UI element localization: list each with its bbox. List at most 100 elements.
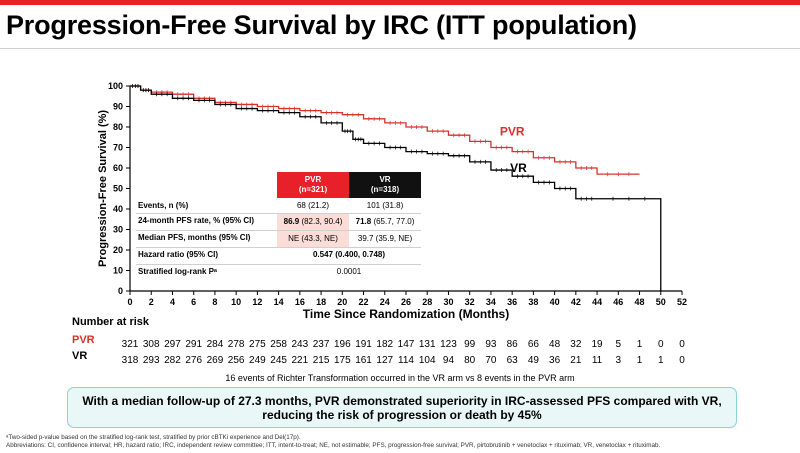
risk-count-vr: 175 bbox=[333, 355, 351, 366]
table-row-divider bbox=[136, 230, 421, 231]
y-tick-label: 20 bbox=[113, 245, 123, 255]
x-tick-label: 22 bbox=[359, 297, 369, 307]
table-row-divider bbox=[136, 264, 421, 265]
risk-count-vr: 80 bbox=[464, 355, 476, 366]
x-tick-label: 18 bbox=[316, 297, 326, 307]
risk-count-pvr: 0 bbox=[679, 339, 685, 350]
x-tick-label: 50 bbox=[656, 297, 666, 307]
risk-count-vr: 0 bbox=[679, 355, 685, 366]
x-tick-label: 52 bbox=[677, 297, 687, 307]
callout-line-1: With a median follow-up of 27.3 months, … bbox=[82, 394, 722, 408]
table-vr-bold: 71.8 bbox=[355, 217, 372, 226]
risk-count-pvr: 191 bbox=[355, 339, 372, 350]
risk-count-pvr: 297 bbox=[164, 339, 181, 350]
y-tick-label: 70 bbox=[113, 143, 123, 153]
risk-count-vr: 282 bbox=[164, 355, 181, 366]
risk-count-vr: 256 bbox=[227, 355, 245, 366]
page-title: Progression-Free Survival by IRC (ITT po… bbox=[6, 10, 637, 40]
x-tick-label: 32 bbox=[465, 297, 475, 307]
x-tick-label: 6 bbox=[191, 297, 196, 307]
y-tick-label: 30 bbox=[113, 225, 123, 235]
x-tick-label: 40 bbox=[550, 297, 560, 307]
risk-count-pvr: 32 bbox=[570, 339, 582, 350]
table-pvr-bold: 86.9 bbox=[283, 217, 300, 226]
y-tick-label: 80 bbox=[113, 122, 123, 132]
risk-count-pvr: 308 bbox=[142, 339, 160, 350]
risk-count-pvr: 243 bbox=[291, 339, 309, 350]
x-tick-label: 42 bbox=[571, 297, 581, 307]
risk-count-pvr: 1 bbox=[636, 339, 643, 350]
table-row-label: Events, n (%) bbox=[138, 201, 189, 210]
risk-count-vr: 3 bbox=[615, 355, 622, 366]
risk-count-pvr: 19 bbox=[591, 339, 603, 350]
x-tick-label: 34 bbox=[486, 297, 496, 307]
risk-count-pvr: 48 bbox=[549, 339, 561, 350]
risk-count-pvr: 237 bbox=[312, 339, 330, 350]
footnote-abbreviations: Abbreviations: CI, confidence interval; … bbox=[6, 442, 661, 449]
risk-count-vr: 114 bbox=[398, 355, 414, 366]
x-tick-label: 44 bbox=[592, 297, 602, 307]
title-divider bbox=[0, 48, 800, 49]
table-pvr-value: 86.9 (82.3, 90.4) bbox=[277, 213, 349, 230]
x-tick-label: 20 bbox=[337, 297, 347, 307]
risk-count-pvr: 275 bbox=[249, 339, 266, 350]
x-tick-label: 30 bbox=[443, 297, 453, 307]
risk-count-pvr: 182 bbox=[376, 339, 394, 350]
x-tick-label: 24 bbox=[380, 297, 390, 307]
risk-count-vr: 11 bbox=[591, 355, 603, 366]
table-row-label: Stratified log-rank Pᵃ bbox=[138, 267, 218, 276]
y-tick-label: 60 bbox=[113, 163, 123, 173]
table-vr-value: 39.7 (35.9, NE) bbox=[357, 234, 413, 243]
table-vr-value: 71.8 (65.7, 77.0) bbox=[355, 217, 415, 226]
callout-line-2: reducing the risk of progression or deat… bbox=[262, 408, 542, 422]
risk-count-pvr: 147 bbox=[397, 339, 415, 350]
risk-count-pvr: 0 bbox=[657, 339, 664, 350]
x-tick-label: 16 bbox=[295, 297, 305, 307]
risk-count-vr: 94 bbox=[442, 355, 455, 366]
footnote-pvalue: ᵃTwo-sided p-value based on the stratifi… bbox=[6, 434, 301, 441]
risk-count-vr: 221 bbox=[291, 355, 309, 366]
richter-note: 16 events of Richter Transformation occu… bbox=[225, 373, 575, 383]
x-axis-title: Time Since Randomization (Months) bbox=[303, 307, 509, 321]
top-accent-bar bbox=[0, 0, 800, 5]
risk-count-pvr: 321 bbox=[121, 339, 139, 350]
series-label-pvr: PVR bbox=[500, 124, 525, 138]
risk-count-pvr: 86 bbox=[506, 339, 518, 350]
risk-count-vr: 293 bbox=[142, 355, 160, 366]
x-tick-label: 0 bbox=[127, 297, 132, 307]
risk-count-pvr: 196 bbox=[333, 339, 351, 350]
risk-count-pvr: 5 bbox=[615, 339, 622, 350]
risk-count-vr: 1 bbox=[636, 355, 643, 366]
risk-count-pvr: 291 bbox=[185, 339, 203, 350]
table-row-label: Hazard ratio (95% CI) bbox=[138, 250, 219, 259]
y-axis-title: Progression-Free Survival (%) bbox=[97, 110, 109, 267]
x-tick-label: 28 bbox=[422, 297, 432, 307]
risk-count-pvr: 66 bbox=[527, 339, 539, 350]
risk-count-vr: 21 bbox=[570, 355, 582, 366]
risk-count-vr: 127 bbox=[376, 355, 394, 366]
x-tick-label: 12 bbox=[252, 297, 262, 307]
risk-count-vr: 104 bbox=[418, 355, 436, 366]
x-tick-label: 14 bbox=[274, 297, 284, 307]
table-pvr-value: NE (43.3, NE) bbox=[277, 230, 349, 247]
series-label-vr: VR bbox=[510, 161, 527, 175]
table-merged-value: 0.547 (0.400, 0.748) bbox=[312, 250, 386, 259]
risk-count-pvr: 123 bbox=[440, 339, 457, 350]
risk-count-vr: 276 bbox=[185, 355, 203, 366]
risk-count-pvr: 131 bbox=[418, 339, 436, 350]
risk-count-vr: 36 bbox=[549, 355, 561, 366]
risk-table-heading: Number at risk bbox=[72, 316, 150, 328]
x-tick-label: 26 bbox=[401, 297, 411, 307]
km-curve-pvr bbox=[130, 85, 640, 175]
risk-count-pvr: 258 bbox=[270, 339, 287, 350]
x-tick-label: 8 bbox=[212, 297, 217, 307]
x-tick-label: 36 bbox=[507, 297, 517, 307]
y-tick-label: 100 bbox=[108, 81, 123, 91]
table-row-divider bbox=[136, 213, 421, 214]
table-row-divider bbox=[136, 247, 421, 248]
y-tick-label: 10 bbox=[113, 266, 123, 276]
y-tick-label: 0 bbox=[118, 286, 123, 296]
risk-count-vr: 245 bbox=[270, 355, 287, 366]
table-row-label: 24-month PFS rate, % (95% CI) bbox=[138, 216, 255, 225]
risk-count-pvr: 99 bbox=[464, 339, 476, 350]
